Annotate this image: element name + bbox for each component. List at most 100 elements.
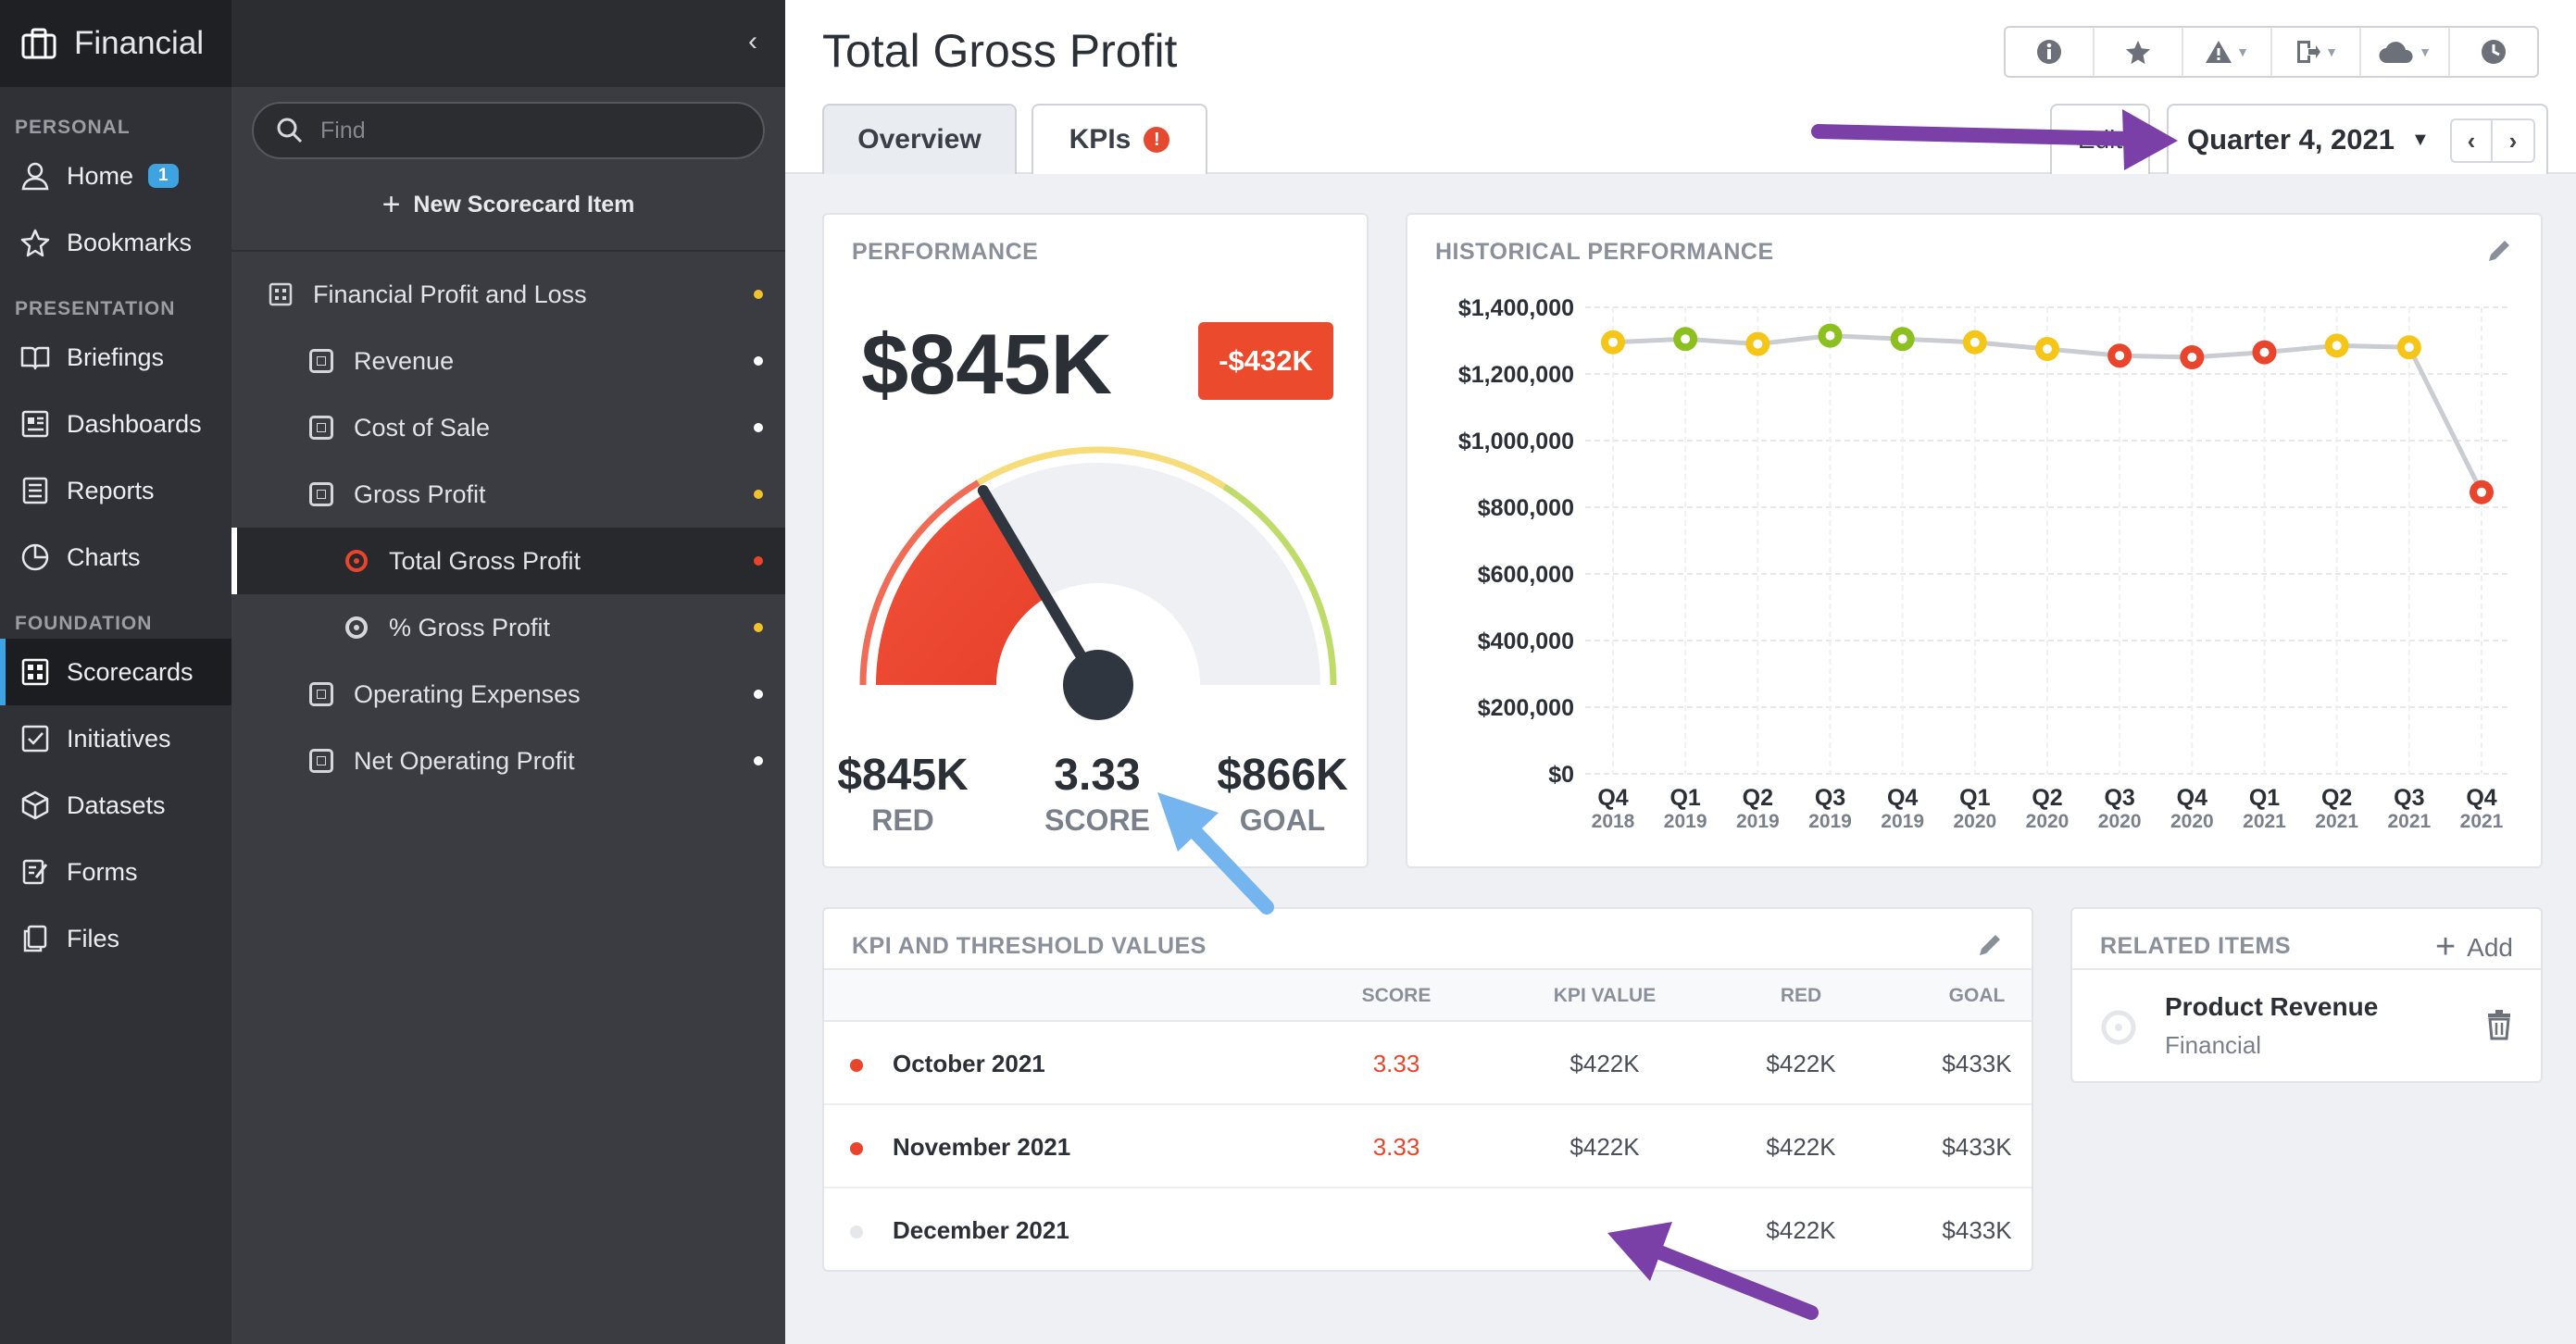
data-point-center	[2115, 351, 2125, 361]
tree-item-label: Net Operating Profit	[354, 746, 575, 775]
y-tick-label: $0	[1548, 762, 1574, 788]
period-selector[interactable]: Quarter 4, 2021 ▼ ‹ ›	[2167, 104, 2548, 174]
nav-forms[interactable]: Forms	[0, 839, 231, 905]
row-kpi-value: $422K	[1569, 1133, 1640, 1161]
x-tick-label: Q2	[1743, 785, 1773, 811]
tab-kpis[interactable]: KPIs !	[1032, 104, 1207, 174]
nav-datasets[interactable]: Datasets	[0, 772, 231, 839]
historical-title: HISTORICAL PERFORMANCE	[1435, 239, 1774, 265]
scorecard-icon	[19, 655, 52, 689]
historical-line-chart: $0 $200,000 $400,000 $600,000 $800,000 $1,000…	[1458, 295, 2509, 832]
tree-item-label: Cost of Sale	[354, 413, 491, 442]
dashboard-icon	[19, 407, 52, 441]
clock-icon	[2482, 40, 2506, 64]
cloud-button[interactable]: ▼	[2361, 28, 2450, 76]
nav-home-label: Home	[67, 161, 134, 190]
related-title: RELATED ITEMS	[2100, 933, 2292, 959]
tree-item-net-operating-profit[interactable]: Net Operating Profit	[231, 728, 785, 794]
table-row[interactable]: October 2021 3.33 $422K $422K $433K	[824, 1022, 2032, 1105]
gauge-band-yellow	[976, 446, 1226, 490]
section-foundation: FOUNDATION	[15, 613, 153, 634]
historical-performance-card: HISTORICAL PERFORMANCE $0 $200,000 $400,00…	[1406, 213, 2543, 868]
trash-icon[interactable]	[2485, 1009, 2513, 1040]
tree-item-revenue[interactable]: Revenue	[231, 328, 785, 394]
tree-item-total-gross-profit[interactable]: Total Gross Profit	[231, 528, 785, 594]
tab-overview[interactable]: Overview	[822, 104, 1017, 174]
edit-pencil-icon[interactable]	[2485, 237, 2513, 265]
new-scorecard-item-button[interactable]: + New Scorecard Item	[231, 159, 785, 252]
kpi-target-icon	[2101, 1010, 2136, 1045]
x-tick-label: Q4	[2466, 785, 2496, 811]
x-tick-label: Q4	[2177, 785, 2207, 811]
table-row[interactable]: November 2021 3.33 $422K $422K $433K	[824, 1105, 2032, 1188]
user-icon	[19, 159, 52, 193]
nav-reports-label: Reports	[67, 476, 155, 504]
kpi-table-title: KPI AND THRESHOLD VALUES	[852, 933, 1207, 959]
tree-item-gross-profit[interactable]: Gross Profit	[231, 461, 785, 528]
book-icon	[19, 341, 52, 374]
tree-top-bar: ‹	[231, 0, 785, 87]
cloud-icon	[2379, 42, 2413, 64]
gauge-band-red	[859, 479, 981, 686]
status-dot	[754, 290, 763, 299]
new-scorecard-item-label: New Scorecard Item	[413, 191, 635, 218]
tab-kpis-label: KPIs	[1069, 124, 1132, 155]
alert-icon: !	[1144, 127, 1170, 153]
nav-home[interactable]: Home 1	[0, 143, 231, 209]
tree-item-financial-profit-and-loss[interactable]: Financial Profit and Loss	[231, 261, 785, 328]
nav-charts[interactable]: Charts	[0, 524, 231, 591]
x-tick-year: 2021	[2387, 811, 2431, 832]
table-row[interactable]: December 2021 $422K $433K	[824, 1188, 2032, 1272]
add-label: Add	[2467, 932, 2513, 962]
bookmark-button[interactable]	[2095, 28, 2183, 76]
nav-initiatives-label: Initiatives	[67, 724, 171, 753]
alerts-button[interactable]: ▼	[2183, 28, 2272, 76]
y-tick-label: $800,000	[1478, 495, 1574, 521]
add-related-button[interactable]: + Add	[2435, 927, 2513, 967]
next-period-button[interactable]: ›	[2493, 120, 2533, 161]
row-period: November 2021	[893, 1133, 1071, 1161]
y-tick-label: $1,000,000	[1458, 429, 1574, 454]
nav-bookmarks-label: Bookmarks	[67, 228, 193, 256]
main-content: Total Gross Profit ▼ ▼ ▼	[785, 0, 2576, 1344]
nav-reports[interactable]: Reports	[0, 457, 231, 524]
info-button[interactable]	[2006, 28, 2095, 76]
nav-briefings[interactable]: Briefings	[0, 324, 231, 391]
app-brand[interactable]: Financial	[0, 0, 231, 87]
previous-period-button[interactable]: ‹	[2452, 120, 2493, 161]
status-dot	[754, 423, 763, 432]
related-item-name: Product Revenue	[2165, 992, 2379, 1021]
related-item[interactable]: Product Revenue Financial	[2072, 968, 2541, 1083]
tree-item-label: % Gross Profit	[389, 613, 551, 641]
edit-pencil-icon[interactable]	[1976, 931, 2004, 959]
edit-button[interactable]: Edit	[2050, 104, 2150, 174]
related-item-scorecard: Financial	[2165, 1031, 2262, 1059]
export-button[interactable]: ▼	[2272, 28, 2361, 76]
tree-item-label: Revenue	[354, 346, 455, 375]
tree-item-operating-expenses[interactable]: Operating Expenses	[231, 661, 785, 728]
x-tick-label: Q1	[1669, 785, 1700, 811]
row-goal: $433K	[1942, 1050, 2012, 1077]
chevron-right-icon: ›	[2508, 126, 2518, 155]
x-tick-year: 2019	[1736, 811, 1780, 832]
star-icon	[2125, 40, 2151, 65]
tree-item-percent-gross-profit[interactable]: % Gross Profit	[231, 594, 785, 661]
tree-item-cost-of-sale[interactable]: Cost of Sale	[231, 394, 785, 461]
data-point-center	[1970, 337, 1980, 347]
nav-scorecards[interactable]: Scorecards	[0, 639, 231, 705]
data-point-center	[1897, 334, 1907, 344]
history-button[interactable]	[2450, 28, 2537, 76]
collapse-panel-button[interactable]: ‹	[748, 26, 757, 56]
objective-icon	[309, 416, 333, 440]
nav-initiatives[interactable]: Initiatives	[0, 705, 231, 772]
info-icon	[2037, 40, 2061, 64]
nav-files[interactable]: Files	[0, 905, 231, 972]
nav-bookmarks[interactable]: Bookmarks	[0, 209, 231, 276]
section-presentation: PRESENTATION	[15, 298, 176, 319]
nav-dashboards[interactable]: Dashboards	[0, 391, 231, 457]
x-tick-label: Q1	[2249, 785, 2280, 811]
find-input[interactable]: Find	[252, 102, 765, 159]
data-point-center	[2187, 353, 2197, 362]
status-dot	[850, 1226, 863, 1238]
score-value: 3.33	[1054, 751, 1141, 800]
